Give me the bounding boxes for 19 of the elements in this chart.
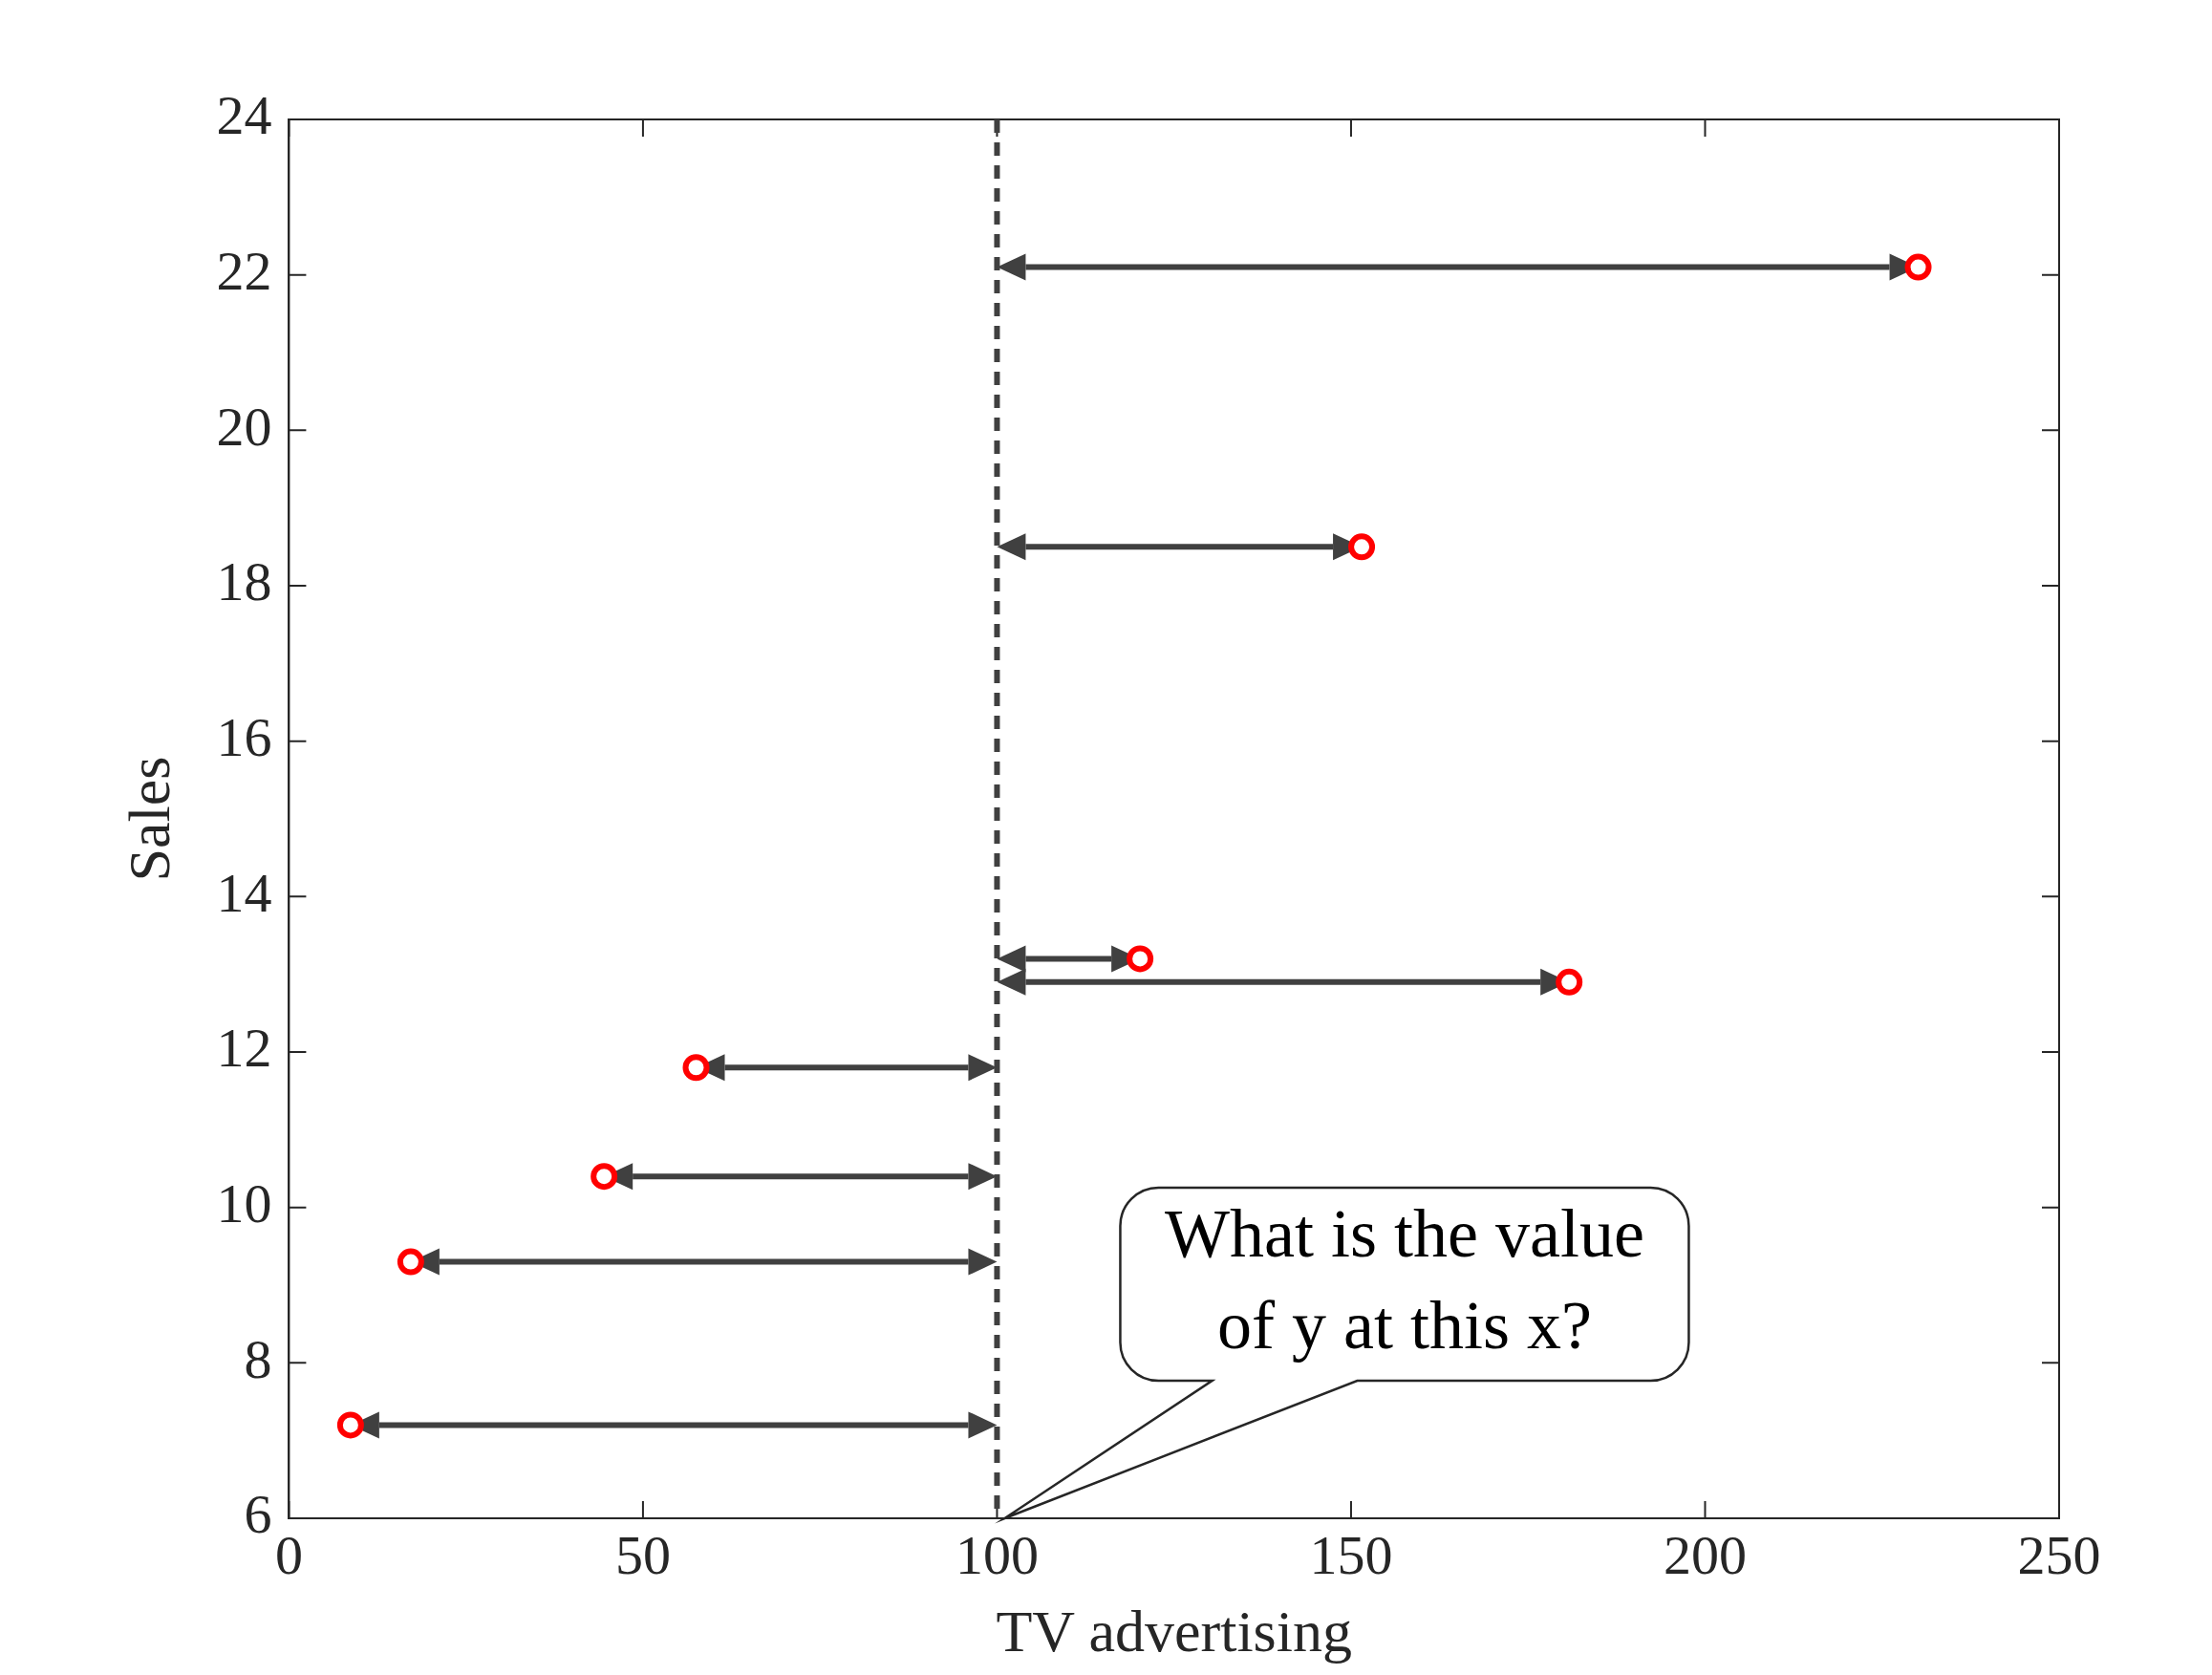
- y-tick-label: 20: [216, 395, 272, 458]
- y-tick-label: 14: [216, 861, 272, 924]
- y-tick-label: 10: [216, 1171, 272, 1235]
- x-tick-label: 0: [274, 1524, 303, 1587]
- x-tick-label: 150: [1309, 1524, 1393, 1587]
- x-tick-label: 100: [955, 1524, 1039, 1587]
- x-tick-label: 250: [2017, 1524, 2101, 1587]
- x-tick-label: 50: [614, 1524, 671, 1587]
- y-tick-label: 16: [216, 705, 272, 768]
- y-tick-label: 12: [216, 1017, 272, 1080]
- y-tick-label: 18: [216, 550, 272, 613]
- y-axis-title: Sales: [117, 756, 183, 882]
- y-tick-label: 24: [216, 84, 272, 147]
- x-tick-label: 200: [1663, 1524, 1747, 1587]
- x-axis-title: TV advertising: [996, 1599, 1352, 1664]
- annotation: What is the value of y at this x?: [1165, 1194, 1644, 1364]
- y-tick-label: 22: [216, 239, 272, 302]
- y-tick-label: 8: [244, 1327, 272, 1390]
- y-tick-label: 6: [244, 1483, 272, 1546]
